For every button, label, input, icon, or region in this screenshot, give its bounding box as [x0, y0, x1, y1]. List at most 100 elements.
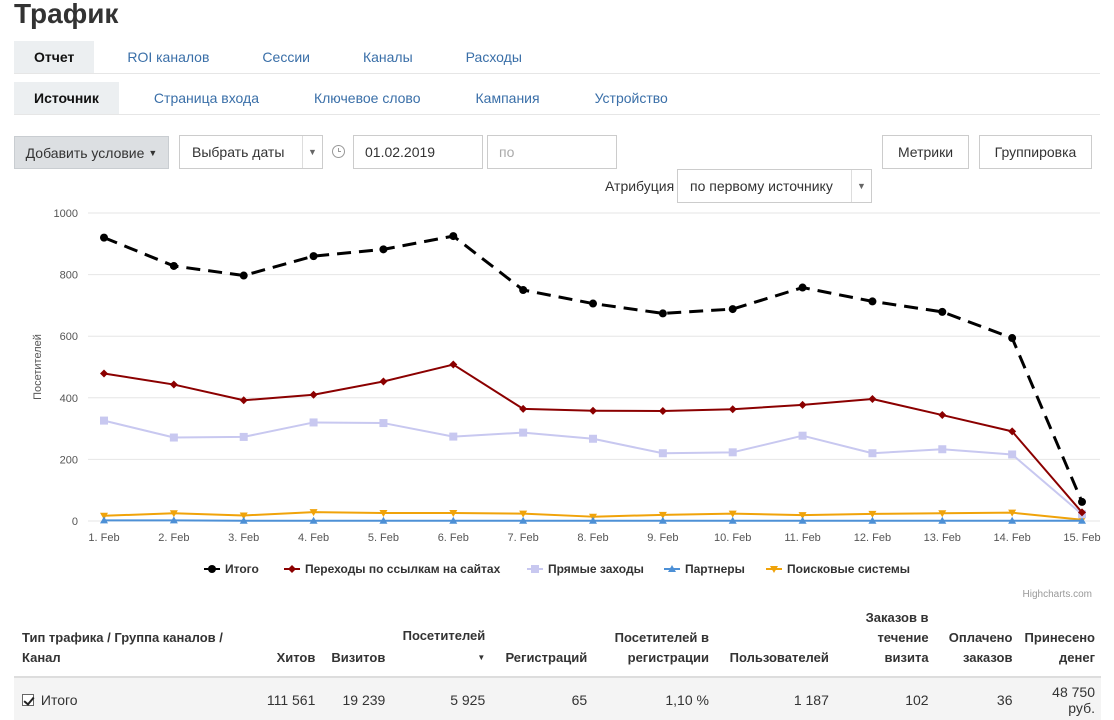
- cell-paid: 36: [934, 677, 1019, 720]
- col-registrations[interactable]: Регистраций: [491, 604, 594, 678]
- data-point-0: [868, 297, 877, 306]
- grouping-button[interactable]: Группировка: [979, 135, 1092, 169]
- attribution-label: Атрибуция: [605, 178, 675, 194]
- tab-sessions[interactable]: Сессии: [262, 49, 310, 65]
- data-point-3: [938, 516, 947, 524]
- table-header-row: Тип трафика / Группа каналов / Канал Хит…: [14, 604, 1101, 678]
- data-point-2: [589, 434, 597, 443]
- tab-keyword[interactable]: Ключевое слово: [313, 90, 421, 106]
- data-point-1: [938, 411, 947, 420]
- tab-expenses[interactable]: Расходы: [465, 49, 522, 65]
- x-tick-label: 3. Feb: [228, 532, 259, 544]
- col-users[interactable]: Пользователей: [714, 604, 835, 678]
- caret-down-icon: ▼: [148, 147, 158, 158]
- y-tick-label: 600: [60, 331, 78, 343]
- data-point-2: [658, 449, 667, 458]
- col-orders[interactable]: Заказов в течение визита: [834, 604, 935, 678]
- data-point-3: [309, 516, 318, 524]
- data-point-0: [728, 305, 737, 314]
- data-point-4: [169, 510, 178, 518]
- tab-channels[interactable]: Каналы: [362, 49, 413, 65]
- legend-marker: [531, 565, 539, 573]
- page-title: Трафик: [14, 0, 119, 29]
- data-point-0: [589, 299, 597, 308]
- x-tick-label: 9. Feb: [647, 532, 678, 544]
- x-tick-label: 13. Feb: [924, 532, 961, 544]
- data-point-2: [379, 419, 388, 428]
- add-condition-button[interactable]: Добавить условие ▼: [14, 136, 169, 169]
- clock-icon: [332, 145, 345, 158]
- x-tick-label: 10. Feb: [714, 532, 751, 544]
- metrics-button[interactable]: Метрики: [882, 135, 969, 169]
- date-range-select[interactable]: Выбрать даты ▼: [179, 135, 323, 169]
- cell-channel-label: Итого: [40, 692, 78, 708]
- data-point-0: [658, 309, 667, 318]
- legend-marker: [770, 566, 778, 573]
- col-hits[interactable]: Хитов: [257, 604, 322, 678]
- tab-landing-page[interactable]: Страница входа: [153, 90, 259, 106]
- data-point-2: [309, 418, 318, 427]
- tab-device[interactable]: Устройство: [594, 90, 668, 106]
- data-point-1: [100, 369, 108, 378]
- data-point-4: [728, 510, 737, 518]
- data-point-4: [798, 512, 807, 520]
- y-tick-label: 1000: [54, 208, 78, 220]
- attribution-select[interactable]: по первому источнику ▼: [677, 169, 872, 203]
- cell-orders-link[interactable]: 102: [834, 677, 935, 720]
- x-tick-label: 14. Feb: [993, 532, 1030, 544]
- add-condition-label: Добавить условие: [25, 144, 145, 161]
- col-paid[interactable]: Оплачено заказов: [934, 604, 1019, 678]
- col-visitors[interactable]: Посетителей ▼: [391, 604, 492, 678]
- col-visits[interactable]: Визитов: [321, 604, 392, 678]
- data-point-3: [100, 516, 108, 524]
- col-reg-visitors[interactable]: Посетителей в регистрации: [593, 604, 715, 678]
- date-to-input[interactable]: [487, 135, 617, 169]
- tab-source[interactable]: Источник: [14, 82, 119, 114]
- data-point-0: [309, 252, 318, 261]
- data-point-3: [728, 516, 737, 524]
- x-tick-label: 7. Feb: [508, 532, 539, 544]
- data-point-3: [519, 516, 528, 524]
- cell-hits: 111 561: [257, 677, 322, 720]
- col-channel[interactable]: Тип трафика / Группа каналов / Канал: [14, 604, 258, 678]
- data-point-2: [728, 448, 737, 457]
- data-point-1: [379, 377, 388, 386]
- traffic-table: Тип трафика / Группа каналов / Канал Хит…: [14, 604, 1101, 720]
- x-tick-label: 15. Feb: [1063, 532, 1100, 544]
- data-point-0: [1078, 497, 1086, 506]
- data-point-3: [1078, 516, 1086, 524]
- date-range-select-value: Выбрать даты: [192, 144, 285, 160]
- tab-campaign[interactable]: Кампания: [475, 90, 540, 106]
- y-tick-label: 800: [60, 270, 78, 282]
- data-point-4: [100, 512, 108, 520]
- sort-desc-icon: ▼: [477, 653, 486, 662]
- x-tick-label: 12. Feb: [854, 532, 891, 544]
- cell-users-link[interactable]: 1 187: [714, 677, 835, 720]
- date-from-input[interactable]: [353, 135, 483, 169]
- data-point-0: [519, 286, 528, 294]
- data-point-1: [658, 407, 667, 416]
- data-point-0: [169, 261, 178, 270]
- tabs-divider: [14, 73, 1100, 74]
- cell-registrations: 65: [491, 677, 594, 720]
- data-point-1: [589, 406, 597, 415]
- data-point-4: [379, 509, 388, 517]
- legend-label: Переходы по ссылкам на сайтах: [305, 562, 501, 576]
- x-tick-label: 4. Feb: [298, 532, 329, 544]
- data-point-4: [309, 509, 318, 517]
- row-checkbox[interactable]: [22, 694, 34, 706]
- cell-reg-visitors: 1,10 %: [593, 677, 715, 720]
- series-line-0: [103, 234, 1084, 503]
- secondary-tabs: Источник Страница входа Ключевое слово К…: [14, 82, 703, 114]
- data-point-4: [938, 510, 947, 518]
- y-tick-label: 0: [72, 516, 78, 528]
- data-point-3: [798, 516, 807, 524]
- col-revenue[interactable]: Принесено денег: [1018, 604, 1101, 678]
- data-point-0: [1008, 334, 1017, 343]
- data-point-0: [449, 232, 458, 241]
- tab-roi-channels[interactable]: ROI каналов: [127, 49, 210, 65]
- chart-credit[interactable]: Highcharts.com: [1022, 589, 1092, 600]
- x-tick-label: 11. Feb: [784, 532, 821, 544]
- tab-report[interactable]: Отчет: [14, 41, 95, 73]
- chevron-down-icon: ▼: [302, 136, 322, 168]
